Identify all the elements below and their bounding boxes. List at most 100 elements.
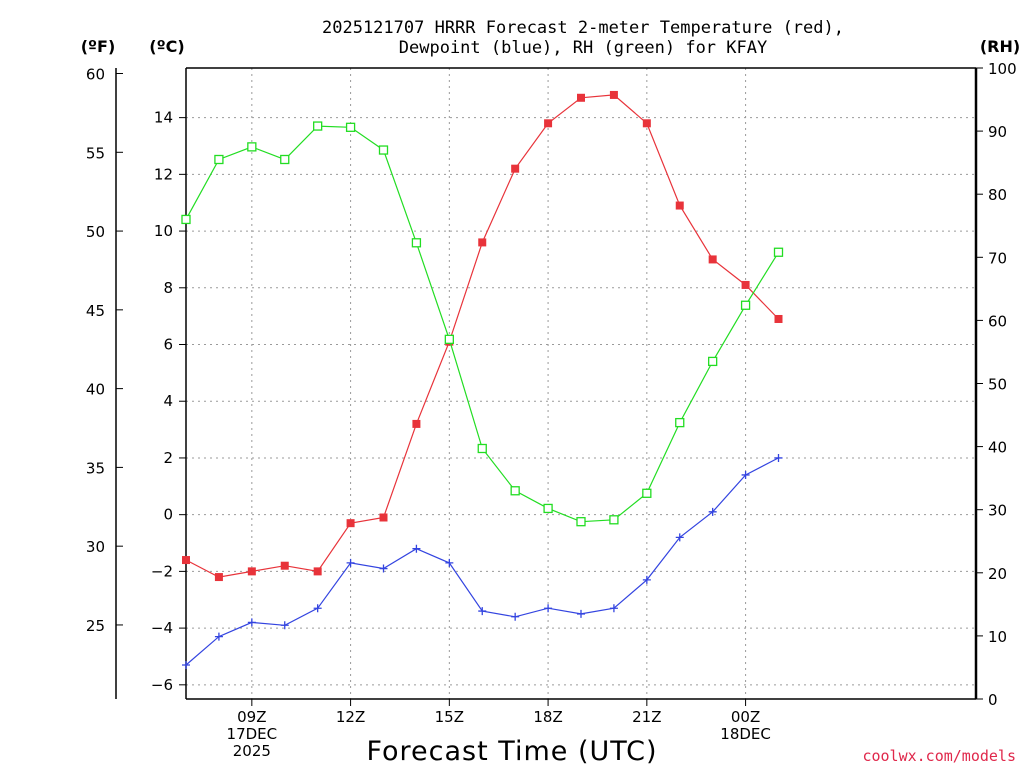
celsius-unit-label: (ºC) bbox=[149, 37, 184, 56]
rh-point bbox=[345, 122, 356, 132]
2-meter-temperature-point bbox=[511, 164, 520, 173]
dewpoint-point bbox=[182, 660, 190, 669]
rh-unit-label: (RH) bbox=[980, 37, 1020, 56]
rh-point bbox=[214, 154, 224, 165]
x-tick-label: 12Z bbox=[336, 708, 365, 726]
data-series bbox=[181, 90, 784, 669]
chart-title-line-2: Dewpoint (blue), RH (green) for KFAY bbox=[399, 38, 767, 58]
celsius-tick-label: −6 bbox=[151, 676, 173, 694]
2-meter-temperature-point bbox=[741, 280, 750, 289]
2-meter-temperature-point bbox=[313, 567, 322, 576]
axes bbox=[115, 67, 983, 706]
rh-tick-label: 10 bbox=[988, 628, 1007, 646]
rh-tick-label: 90 bbox=[988, 123, 1007, 141]
2-meter-temperature-point bbox=[182, 556, 190, 565]
2-meter-temperature-point bbox=[675, 201, 684, 210]
2-meter-temperature-point bbox=[280, 561, 289, 570]
x-tick-label: 2025 bbox=[233, 742, 271, 760]
dewpoint-point bbox=[675, 533, 684, 542]
dewpoint-point bbox=[511, 612, 520, 621]
rh-tick-label: 80 bbox=[988, 186, 1007, 204]
gridlines bbox=[186, 68, 976, 699]
x-tick-label: 15Z bbox=[435, 708, 464, 726]
fahrenheit-tick-label: 35 bbox=[86, 459, 105, 477]
celsius-tick-label: 4 bbox=[163, 392, 173, 410]
2-meter-temperature-line bbox=[185, 94, 779, 578]
dewpoint-point bbox=[280, 621, 289, 630]
tick-labels: 14121086420−2−4−660555045403530251009080… bbox=[86, 60, 1017, 760]
rh-point bbox=[675, 417, 685, 428]
fahrenheit-tick-label: 55 bbox=[86, 144, 105, 162]
rh-point bbox=[247, 142, 257, 152]
rh-tick-label: 60 bbox=[988, 312, 1007, 330]
fahrenheit-unit-label: (ºF) bbox=[81, 37, 116, 56]
celsius-tick-label: 2 bbox=[163, 449, 173, 467]
2-meter-temperature-point bbox=[247, 567, 256, 576]
credit-watermark: coolwx.com/models bbox=[862, 747, 1016, 765]
rh-point bbox=[773, 247, 784, 257]
rh-tick-label: 30 bbox=[988, 502, 1007, 520]
2-meter-temperature-point bbox=[708, 255, 717, 264]
rh-point bbox=[609, 515, 619, 525]
rh-point bbox=[313, 121, 323, 131]
dewpoint-point bbox=[544, 604, 553, 613]
rh-point bbox=[510, 486, 520, 496]
rh-point bbox=[378, 145, 389, 155]
x-tick-label: 00Z bbox=[731, 708, 760, 726]
2-meter-temperature-point bbox=[642, 119, 651, 128]
celsius-tick-label: 12 bbox=[154, 165, 173, 183]
fahrenheit-tick-label: 45 bbox=[86, 302, 105, 320]
rh-point bbox=[642, 488, 652, 498]
dewpoint-point bbox=[247, 618, 256, 627]
2-meter-temperature-point bbox=[609, 90, 618, 99]
x-tick-label: 09Z bbox=[237, 708, 266, 726]
dewpoint-point bbox=[478, 607, 487, 616]
2-meter-temperature-point bbox=[214, 573, 223, 582]
celsius-tick-label: 6 bbox=[163, 336, 173, 354]
dewpoint-point bbox=[412, 544, 421, 553]
fahrenheit-tick-label: 60 bbox=[86, 66, 105, 84]
fahrenheit-tick-label: 25 bbox=[86, 617, 105, 635]
rh-point bbox=[740, 300, 751, 310]
x-axis-title: Forecast Time (UTC) bbox=[366, 736, 657, 767]
2-meter-temperature-point bbox=[544, 119, 553, 128]
2-meter-temperature-point bbox=[774, 314, 783, 323]
dewpoint-point bbox=[577, 609, 585, 618]
rh-point bbox=[411, 238, 422, 248]
rh-point bbox=[543, 503, 553, 514]
dewpoint-point bbox=[214, 632, 223, 641]
dewpoint-point bbox=[642, 575, 651, 584]
dewpoint-point bbox=[379, 564, 388, 573]
rh-tick-label: 40 bbox=[988, 439, 1007, 457]
rh-point bbox=[181, 214, 191, 225]
rh-tick-label: 100 bbox=[988, 60, 1017, 78]
rh-point bbox=[477, 443, 487, 454]
fahrenheit-tick-label: 30 bbox=[86, 538, 105, 556]
2-meter-temperature-point bbox=[478, 238, 487, 247]
2-meter-temperature-point bbox=[379, 513, 388, 522]
chart-title-line-1: 2025121707 HRRR Forecast 2-meter Tempera… bbox=[322, 18, 844, 38]
dewpoint-point bbox=[708, 507, 717, 516]
rh-tick-label: 70 bbox=[988, 249, 1007, 267]
rh-point bbox=[444, 334, 454, 344]
dewpoint-point bbox=[313, 604, 322, 613]
rh-line bbox=[185, 125, 780, 523]
dewpoint-point bbox=[346, 558, 355, 567]
x-tick-label: 21Z bbox=[632, 708, 661, 726]
rh-point bbox=[280, 154, 290, 165]
2-meter-temperature-point bbox=[346, 519, 355, 528]
rh-tick-label: 0 bbox=[988, 691, 998, 709]
x-tick-label: 18DEC bbox=[720, 725, 771, 743]
rh-tick-label: 20 bbox=[988, 565, 1007, 583]
2-meter-temperature-point bbox=[577, 93, 585, 102]
2-meter-temperature-point bbox=[412, 419, 421, 428]
celsius-tick-label: 14 bbox=[154, 109, 173, 127]
celsius-tick-label: 0 bbox=[163, 506, 173, 524]
fahrenheit-tick-label: 40 bbox=[86, 381, 105, 399]
dewpoint-line bbox=[185, 457, 779, 666]
rh-tick-label: 50 bbox=[988, 376, 1007, 394]
fahrenheit-tick-label: 50 bbox=[86, 223, 105, 241]
celsius-tick-label: −4 bbox=[151, 619, 173, 637]
x-tick-label: 18Z bbox=[533, 708, 562, 726]
